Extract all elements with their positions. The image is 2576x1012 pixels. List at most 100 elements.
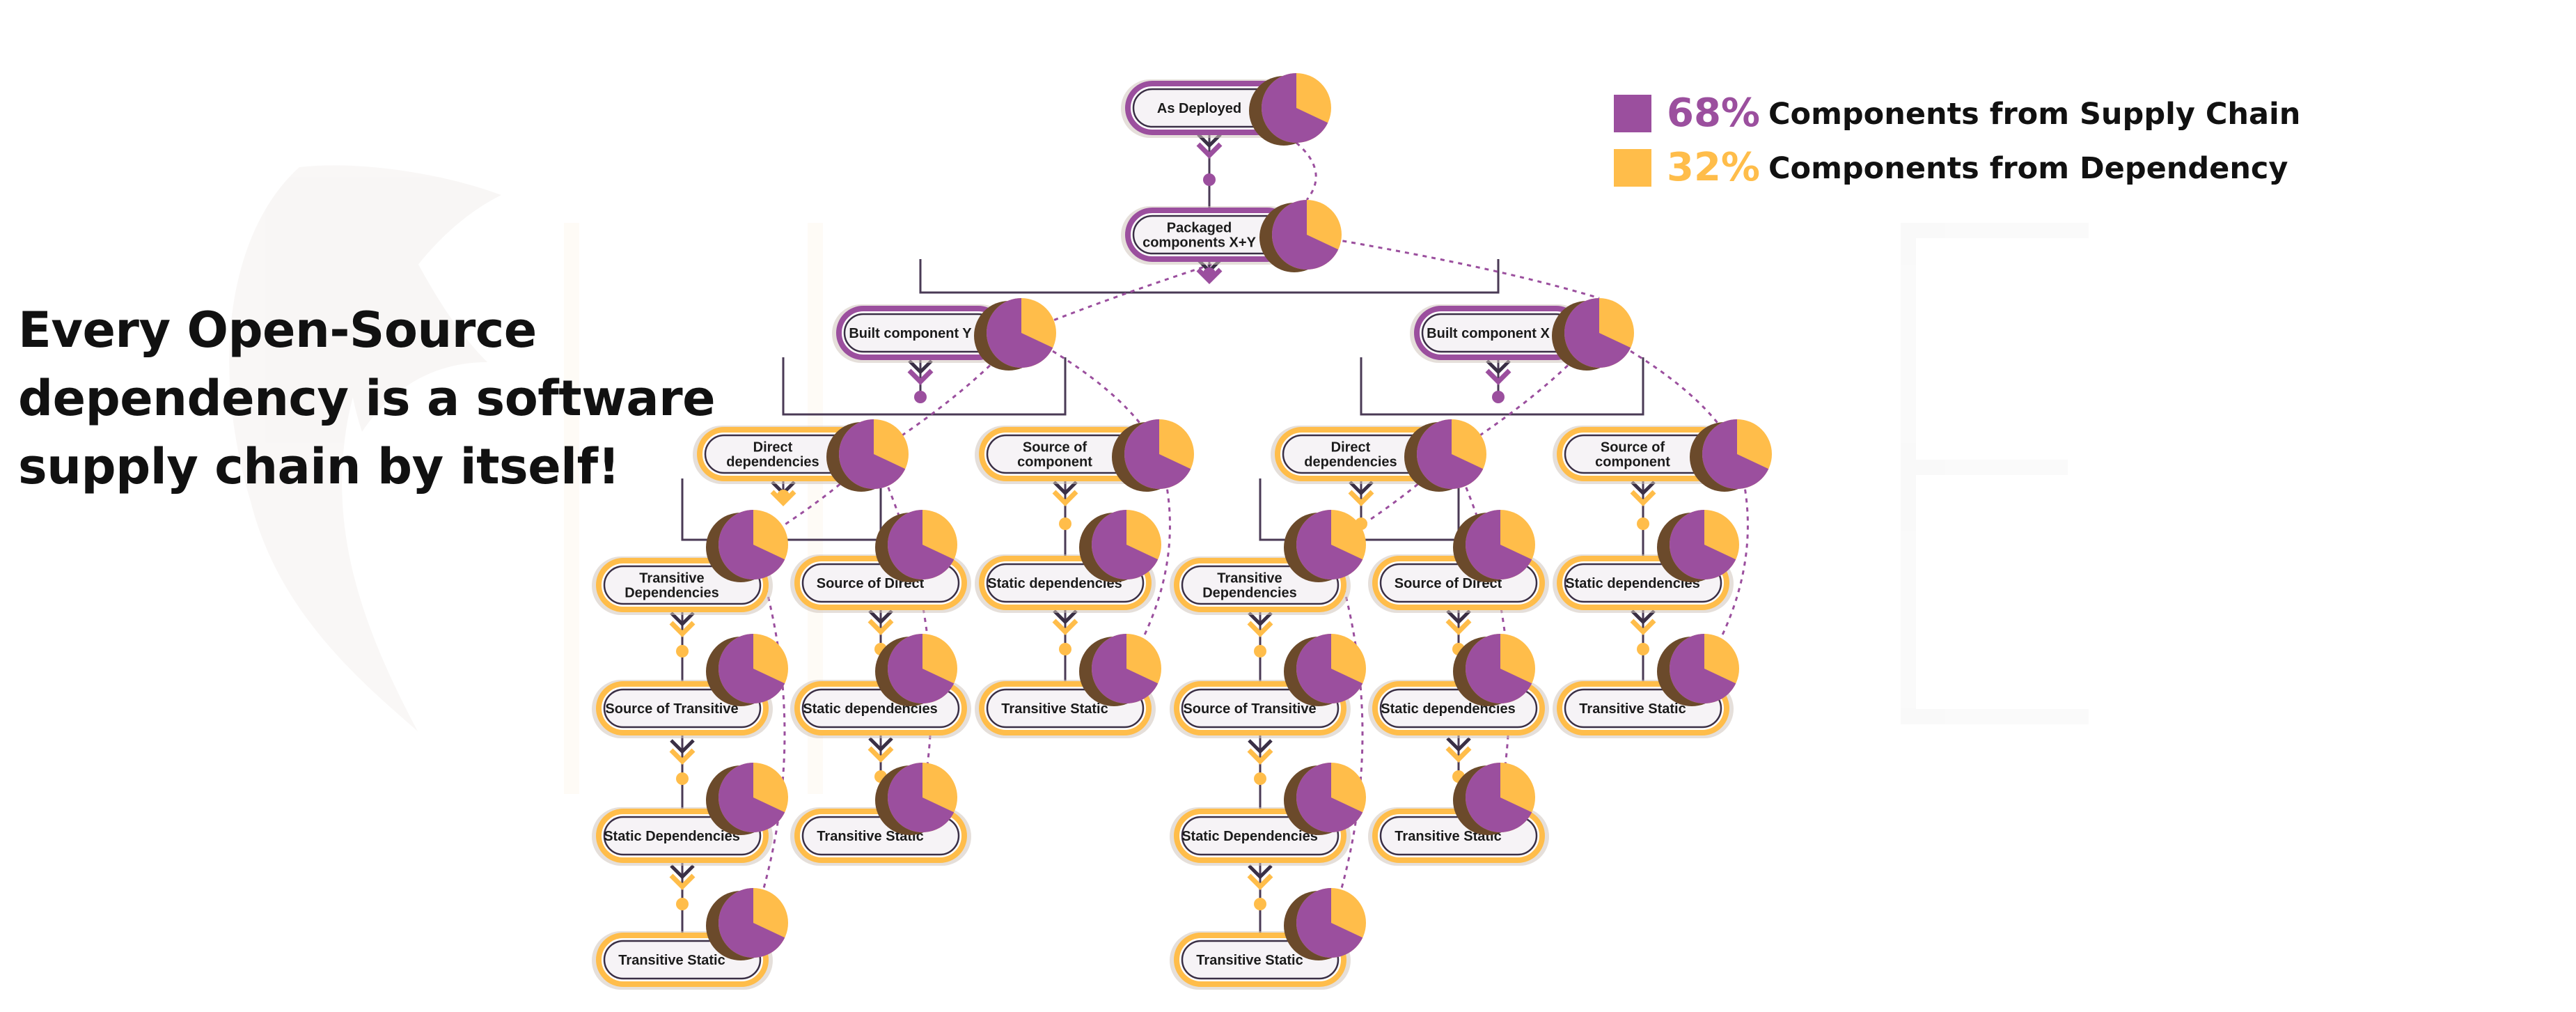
legend-label: Components from Dependency (1768, 151, 2288, 186)
legend-percent: 32% (1667, 145, 1761, 190)
flow-dot (1254, 772, 1266, 785)
node-label: Static dependencies (987, 576, 1122, 591)
supply-chain-slice (718, 633, 785, 703)
supply-chain-slice (887, 510, 955, 579)
flow-arrow-icon (669, 739, 696, 785)
node-label: Packaged components X+Y (1142, 221, 1256, 251)
supply-chain-slice (1296, 888, 1363, 958)
headline-line-2: dependency is a software (18, 370, 716, 427)
supply-chain-slice (1092, 510, 1159, 579)
flow-arrow-icon (1247, 612, 1273, 657)
headline-line-1: Every Open-Source (18, 302, 537, 359)
supply-chain-slice (718, 763, 785, 832)
supply-chain-slice (1416, 419, 1484, 489)
node-x-trans: Transitive Dependencies (1170, 510, 1366, 615)
node-deployed: As Deployed (1121, 73, 1331, 146)
node-label: As Deployed (1157, 101, 1241, 116)
flow-dot (1059, 517, 1071, 530)
supply-chain-slice (718, 510, 785, 579)
node-label: Source of Transitive (605, 701, 738, 717)
flow-arrow-icon (1196, 133, 1223, 186)
node-label: Transitive Static (618, 953, 725, 968)
node-y-staticDeps: Static Dependencies (592, 763, 788, 866)
node-y-staticdeps: Static dependencies (790, 633, 971, 738)
legend-swatch-purple (1614, 95, 1651, 132)
node-label: Built component Y (849, 326, 972, 341)
node-x-transstatic1: Transitive Static (1553, 633, 1739, 738)
node-layer: As Deployed Packaged components X+Y Built c… (592, 73, 1772, 990)
flow-dot (1492, 391, 1505, 403)
node-packaged: Packaged components X+Y (1121, 200, 1342, 272)
flow-markers (669, 133, 1656, 910)
node-y-source: Source of component (975, 419, 1194, 492)
node-x-srctrans: Source of Transitive (1170, 633, 1366, 738)
headline: Every Open-Source dependency is a softwa… (18, 296, 716, 501)
node-label: Transitive Static (1395, 829, 1501, 844)
node-y-srctrans: Source of Transitive (592, 633, 788, 738)
node-label: Built component X (1427, 326, 1550, 341)
supply-chain-slice (1262, 73, 1328, 143)
node-y-transstatic2: Transitive Static (790, 763, 971, 866)
flow-arrow-icon (1052, 609, 1078, 655)
flow-arrow-icon (1247, 864, 1273, 910)
node-label: Source of component (1017, 440, 1092, 470)
flow-dot (1059, 643, 1071, 655)
node-label: Transitive Static (1196, 953, 1303, 968)
flow-dot (676, 645, 689, 657)
supply-chain-slice (1296, 633, 1363, 703)
flow-dot (1637, 517, 1649, 530)
supply-chain-slice (1296, 763, 1363, 832)
supply-chain-slice (1702, 419, 1769, 489)
watermark-logo (229, 165, 2089, 794)
supply-chain-slice (1466, 763, 1532, 832)
supply-chain-slice (1092, 633, 1159, 703)
supply-chain-slice (888, 633, 955, 703)
headline-line-3: supply chain by itself! (18, 438, 620, 495)
node-x-transstatic2: Transitive Static (1368, 763, 1549, 866)
supply-chain-slice (986, 298, 1053, 368)
node-label: Source of component (1595, 440, 1670, 470)
node-y-transstatic3: Transitive Static (592, 888, 788, 990)
flow-dot (914, 391, 927, 403)
flow-arrow-icon (1247, 739, 1273, 785)
node-label: Direct dependencies (726, 440, 819, 470)
flow-dot (1254, 645, 1266, 657)
supply-chain-slice (718, 888, 785, 958)
supply-chain-slice (888, 763, 955, 832)
supply-chain-slice (1669, 510, 1736, 579)
node-y-transstatic1: Transitive Static (975, 633, 1161, 738)
node-x-srcdirect: Source of Direct (1368, 510, 1549, 613)
flow-arrow-icon (770, 481, 796, 506)
node-y-srcdirect: Source of Direct (790, 510, 971, 613)
flow-dot (1203, 267, 1216, 280)
node-y-static: Static dependencies (975, 510, 1161, 613)
node-x-staticDeps: Static Dependencies (1170, 763, 1366, 866)
supply-chain-slice (838, 419, 906, 490)
node-x-static: Static dependencies (1553, 510, 1739, 613)
node-label: Transitive Static (817, 829, 923, 844)
supply-chain-slice (1271, 200, 1339, 270)
flow-arrow-icon (1052, 481, 1078, 530)
flow-arrow-icon (1485, 359, 1511, 403)
supply-chain-slice (1564, 298, 1631, 368)
node-y-trans: Transitive Dependencies (592, 510, 788, 615)
node-label: Transitive Static (1579, 701, 1686, 717)
flow-dot (1254, 898, 1266, 910)
node-built-x: Built component X (1410, 298, 1634, 371)
legend-swatch-orange (1614, 149, 1651, 187)
node-built-y: Built component Y (832, 298, 1056, 371)
flow-arrow-icon (1445, 737, 1472, 783)
supply-chain-slice (1466, 633, 1532, 703)
node-x-direct: Direct dependencies (1271, 419, 1486, 492)
flow-arrow-icon (1630, 481, 1656, 530)
flow-arrow-icon (669, 864, 696, 910)
flow-dot (1637, 643, 1649, 655)
node-x-source: Source of component (1553, 419, 1772, 492)
supply-chain-slice (1296, 510, 1363, 579)
flow-dot (676, 898, 689, 910)
node-x-staticdeps: Static dependencies (1368, 633, 1549, 738)
supply-chain-slice (1124, 419, 1191, 489)
node-label: Direct dependencies (1304, 440, 1397, 470)
legend-label: Components from Supply Chain (1768, 97, 2301, 132)
